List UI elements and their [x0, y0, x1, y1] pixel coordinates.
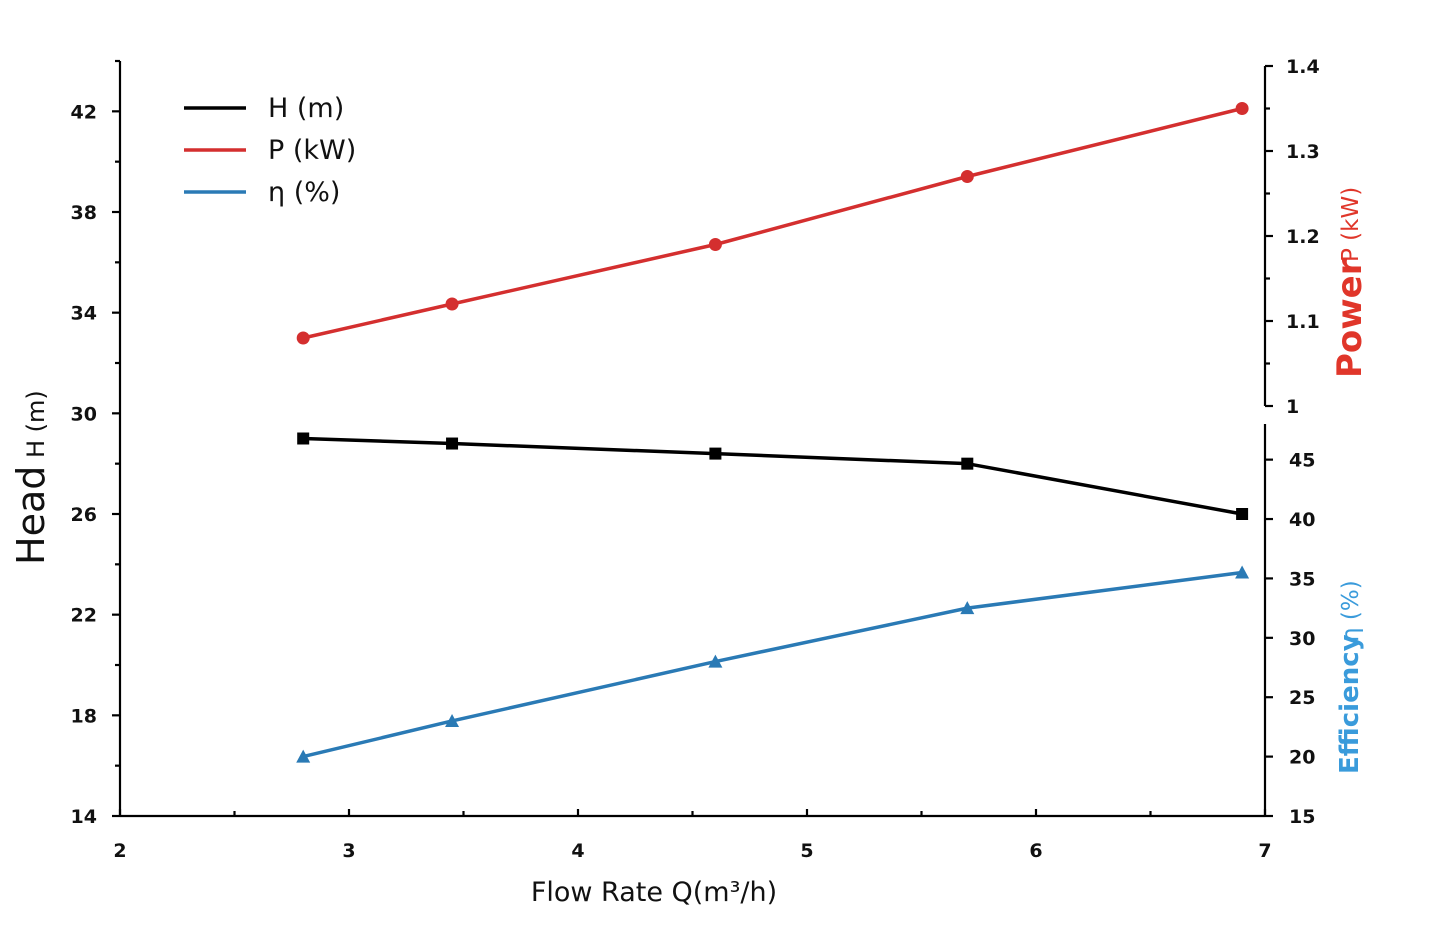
- x-tick-label: 7: [1258, 840, 1271, 862]
- data-point-head: [709, 447, 722, 460]
- x-axis-title: Flow Rate Q(m³/h): [531, 877, 777, 908]
- efficiency-axis-title: Efficiency: [1335, 634, 1365, 774]
- axis-titles: Flow Rate Q(m³/h) Head H (m) Power P (kW…: [9, 187, 1370, 908]
- series-power: [296, 102, 1249, 345]
- series-line-efficiency: [301, 570, 1244, 759]
- head-tick-label: 18: [71, 705, 97, 727]
- efficiency-tick-label: 30: [1289, 628, 1315, 650]
- power-axis-unit: P (kW): [1338, 187, 1364, 262]
- data-point-power: [296, 331, 310, 345]
- head-tick-label: 34: [71, 303, 97, 325]
- power-axis-title: Power: [1330, 258, 1370, 378]
- x-tick-label: 5: [800, 840, 813, 862]
- efficiency-axis-unit: η (%): [1338, 580, 1364, 642]
- legend-label-power: P (kW): [268, 135, 356, 166]
- efficiency-tick-label: 25: [1289, 687, 1315, 709]
- series-efficiency: [296, 565, 1250, 763]
- x-tick-label: 2: [113, 840, 126, 862]
- power-tick-label: 1.3: [1286, 141, 1320, 163]
- power-tick-label: 1.1: [1286, 311, 1320, 333]
- x-tick-label: 6: [1029, 840, 1042, 862]
- head-tick-label: 42: [71, 101, 97, 123]
- series-line-head: [301, 436, 1244, 516]
- data-point-head: [297, 432, 310, 445]
- efficiency-tick-label: 45: [1289, 450, 1315, 472]
- data-point-head: [446, 437, 459, 450]
- legend: H (m) P (kW) η (%): [184, 93, 356, 208]
- efficiency-tick-label: 15: [1289, 806, 1315, 828]
- series-line-power: [301, 106, 1244, 340]
- power-tick-label: 1.2: [1286, 226, 1320, 248]
- head-axis-unit: H (m): [22, 390, 50, 458]
- axes-layer: 2 3 4 5 6 7141822263034384211.11.21.31.415202…: [71, 56, 1320, 862]
- data-point-power: [708, 238, 722, 251]
- data-point-power: [960, 170, 974, 183]
- data-point-head: [1236, 508, 1249, 520]
- efficiency-tick-label: 40: [1289, 509, 1315, 531]
- series-head: [297, 432, 1249, 520]
- efficiency-tick-label: 20: [1289, 747, 1315, 769]
- series-layer: [296, 102, 1250, 763]
- data-point-power: [445, 297, 459, 311]
- x-tick-label: 3: [342, 840, 355, 862]
- head-axis-title: Head: [9, 466, 53, 565]
- data-point-head: [961, 457, 974, 470]
- legend-label-efficiency: η (%): [268, 177, 340, 208]
- data-point-efficiency: [1235, 565, 1250, 579]
- head-tick-label: 30: [71, 403, 97, 425]
- data-point-efficiency: [445, 713, 460, 727]
- data-point-efficiency: [708, 654, 723, 668]
- head-tick-label: 26: [71, 504, 97, 526]
- data-point-efficiency: [296, 749, 311, 763]
- power-tick-label: 1: [1286, 396, 1299, 418]
- head-tick-label: 14: [71, 806, 97, 828]
- power-tick-label: 1.4: [1286, 56, 1320, 78]
- efficiency-tick-label: 35: [1289, 568, 1315, 590]
- head-tick-label: 22: [71, 605, 97, 627]
- data-point-efficiency: [960, 601, 975, 615]
- head-tick-label: 38: [71, 202, 97, 224]
- data-point-power: [1235, 102, 1249, 115]
- legend-label-head: H (m): [268, 93, 344, 124]
- x-tick-label: 4: [571, 840, 584, 862]
